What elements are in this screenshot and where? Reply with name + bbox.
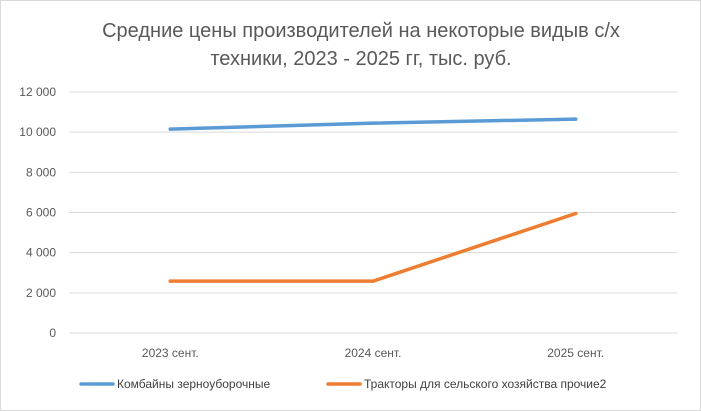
y-axis-ticks: 0 2 000 4 000 6 000 8 000 10 000 12 000 xyxy=(19,85,56,340)
series-lines xyxy=(168,117,578,283)
data-point xyxy=(573,211,578,216)
data-point xyxy=(168,279,173,283)
data-point xyxy=(168,127,173,131)
data-point xyxy=(573,117,578,121)
x-tick-label: 2023 сент. xyxy=(142,346,199,360)
x-tick-label: 2024 сент. xyxy=(345,346,402,360)
y-tick-label: 0 xyxy=(49,326,56,340)
legend-label: Комбайны зерноуборочные xyxy=(117,377,270,391)
y-tick-label: 6 000 xyxy=(26,206,56,220)
chart-title: Средние цены производителей на некоторые… xyxy=(102,20,620,70)
y-tick-label: 12 000 xyxy=(19,85,56,99)
x-axis-ticks: 2023 сент. 2024 сент. 2025 сент. xyxy=(142,346,604,360)
data-point xyxy=(371,279,375,283)
y-tick-label: 8 000 xyxy=(26,165,56,179)
x-tick-label: 2025 сент. xyxy=(547,346,604,360)
y-tick-label: 10 000 xyxy=(19,125,56,139)
y-tick-label: 2 000 xyxy=(26,286,56,300)
data-point xyxy=(371,121,375,125)
legend-label: Тракторы для сельского хозяйства прочие2 xyxy=(364,377,607,391)
series-line-2 xyxy=(168,211,578,283)
legend: Комбайны зерноуборочные Тракторы для сель… xyxy=(79,377,607,391)
gridlines xyxy=(69,91,677,334)
y-tick-label: 4 000 xyxy=(26,246,56,260)
